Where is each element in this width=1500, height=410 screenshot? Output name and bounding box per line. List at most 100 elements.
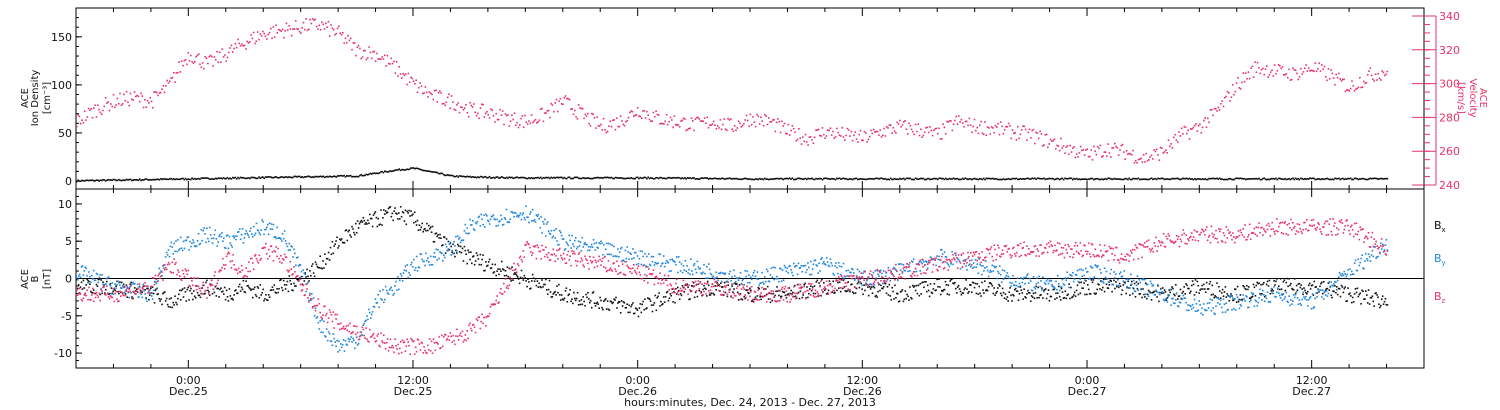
series-bx-point [957,284,960,287]
velocity-series-point [178,61,180,63]
series-bz-point [145,285,147,287]
velocity-series-point [308,28,310,31]
series-bx-point [1012,293,1014,296]
series-by-point [1292,294,1295,296]
series-bx-point [309,270,311,272]
series-bx-point [569,289,571,291]
series-by-point [270,223,273,225]
series-bx-point [866,283,868,286]
series-by-point [164,256,167,258]
series-bx-point [929,283,932,285]
density-series-point [323,176,326,179]
series-by-point [408,272,410,274]
velocity-series-point [908,122,910,125]
series-bx-point [840,279,843,281]
series-bx-point [980,295,982,297]
series-by-point [341,343,344,346]
series-bz-point [86,289,88,292]
series-by-point [737,279,740,282]
series-bx-point [1268,279,1271,282]
series-bx-point [1165,299,1168,301]
density-series-point [239,176,242,179]
series-bz-point [149,292,151,294]
series-by-point [770,267,773,270]
series-by [76,205,1389,353]
velocity-series-point [141,95,144,97]
series-by-point [249,230,251,232]
velocity-series-point [349,37,352,40]
series-by-point [428,264,431,266]
series-bx-point [533,280,536,282]
series-by-point [1284,296,1287,298]
velocity-series-point [1112,146,1115,149]
density-series-point [517,177,520,179]
series-by-point [845,269,848,272]
series-bx-point [1386,304,1389,306]
series-by-point [76,279,79,281]
series-bx-point [376,225,379,228]
series-bx-point [646,307,648,309]
series-by-point [1339,273,1342,276]
series-by-point [687,272,689,274]
velocity-series-point [315,25,318,28]
series-bx-point [452,243,454,246]
velocity-series-point [440,92,442,94]
series-bx-point [334,243,336,245]
series-bx-point [485,261,487,263]
series-by-point [1020,277,1023,279]
series-by-point [1104,276,1107,279]
density-series-point [821,178,824,181]
density-series-point [1204,178,1206,180]
series-bx-point [1276,278,1278,280]
density-series-point [304,176,306,178]
series-by-point [936,255,938,257]
series-by-point [1347,269,1349,271]
series-bz-point [89,298,91,301]
series-bx-point [1106,287,1109,289]
series-by-point [1360,257,1362,260]
series-bx-point [680,294,683,297]
series-bx-point [905,297,907,300]
density-series-point [1172,177,1175,180]
density-series-point [601,177,604,179]
series-bx-point [1283,279,1286,281]
series-bx-point [923,286,925,289]
series-by-point [838,262,840,264]
series-bx-point [248,286,250,289]
density-series-point [128,178,130,181]
series-by-point [1044,283,1047,285]
series-by-point [669,258,672,261]
series-by-point [819,270,821,272]
series-bx-point [203,293,205,295]
density-series-point [1218,177,1221,180]
series-bx-point [207,289,209,292]
series-bx-point [252,296,254,299]
series-bx-point [565,287,568,289]
velocity-series-point [1140,157,1142,160]
series-by-point [801,270,804,273]
series-bx-point [215,295,218,297]
density-series-point [655,176,657,179]
series-by-point [312,297,315,299]
series-by-point [700,272,702,274]
series-bz-point [98,292,101,295]
density-series-point [842,177,845,180]
velocity-series-point [428,91,431,93]
series-bx-point [1209,280,1212,283]
series-by-point [483,214,485,217]
series-bx-point [613,298,615,300]
density-series-point [1082,178,1085,180]
series-bx-point [891,286,893,289]
series-by-point [412,266,414,268]
series-by-point [742,278,745,281]
velocity-series-point [1154,150,1157,153]
density-series-point [328,175,331,177]
series-by-point [143,289,145,292]
density-series-point [963,178,965,180]
velocity-series-point [706,116,708,119]
series-by-point [1216,297,1218,299]
velocity-series-point [484,112,487,115]
density-series-point [377,172,379,175]
density-series-point [216,178,218,180]
series-by-point [351,341,353,343]
